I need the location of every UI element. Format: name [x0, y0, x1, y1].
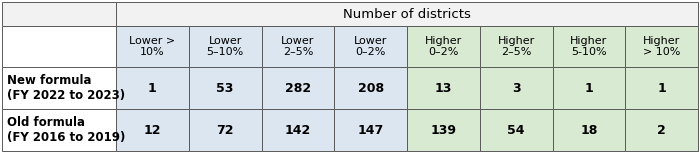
Bar — [625, 26, 698, 67]
Text: 139: 139 — [430, 123, 456, 136]
Text: 1: 1 — [584, 82, 594, 95]
Text: 147: 147 — [358, 123, 384, 136]
Bar — [407, 109, 480, 151]
Text: 54: 54 — [508, 123, 525, 136]
Bar — [116, 109, 189, 151]
Text: Old formula
(FY 2016 to 2019): Old formula (FY 2016 to 2019) — [7, 116, 125, 144]
Text: Lower
0–2%: Lower 0–2% — [354, 36, 387, 57]
Bar — [2, 109, 116, 151]
Text: 1: 1 — [657, 82, 666, 95]
Bar — [262, 109, 335, 151]
Text: 1: 1 — [148, 82, 157, 95]
Text: 53: 53 — [216, 82, 234, 95]
Bar — [2, 2, 116, 26]
Bar — [552, 109, 625, 151]
Text: Lower >
10%: Lower > 10% — [130, 36, 176, 57]
Bar — [262, 67, 335, 109]
Text: Higher
5-10%: Higher 5-10% — [570, 36, 608, 57]
Bar — [335, 109, 407, 151]
Bar — [552, 67, 625, 109]
Bar — [625, 67, 698, 109]
Text: Lower
5–10%: Lower 5–10% — [206, 36, 244, 57]
Bar — [116, 2, 698, 26]
Bar — [335, 26, 407, 67]
Bar — [407, 26, 480, 67]
Text: 2: 2 — [657, 123, 666, 136]
Text: 208: 208 — [358, 82, 384, 95]
Bar — [189, 67, 262, 109]
Text: Higher
> 10%: Higher > 10% — [643, 36, 680, 57]
Text: Higher
0–2%: Higher 0–2% — [425, 36, 462, 57]
Bar — [335, 67, 407, 109]
Bar — [262, 26, 335, 67]
Bar — [480, 109, 552, 151]
Text: Lower
2–5%: Lower 2–5% — [281, 36, 314, 57]
Bar — [480, 26, 552, 67]
Text: New formula
(FY 2022 to 2023): New formula (FY 2022 to 2023) — [7, 74, 125, 102]
Text: 13: 13 — [435, 82, 452, 95]
Bar — [189, 109, 262, 151]
Text: 142: 142 — [285, 123, 311, 136]
Bar — [116, 26, 189, 67]
Bar — [2, 26, 116, 67]
Bar — [625, 109, 698, 151]
Bar — [116, 67, 189, 109]
Text: Number of districts: Number of districts — [343, 7, 471, 21]
Text: 282: 282 — [285, 82, 311, 95]
Bar — [189, 26, 262, 67]
Bar — [552, 26, 625, 67]
Text: 12: 12 — [144, 123, 161, 136]
Text: 3: 3 — [512, 82, 520, 95]
Text: 72: 72 — [216, 123, 234, 136]
Text: 18: 18 — [580, 123, 598, 136]
Bar — [407, 67, 480, 109]
Bar — [480, 67, 552, 109]
Text: Higher
2–5%: Higher 2–5% — [498, 36, 535, 57]
Bar — [2, 67, 116, 109]
